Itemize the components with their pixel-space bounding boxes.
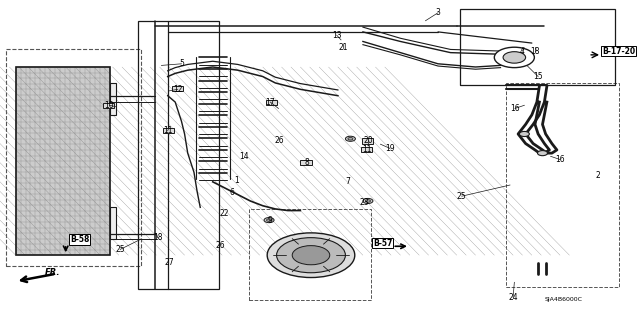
Text: 6: 6 — [229, 189, 234, 197]
Text: 4: 4 — [520, 47, 525, 56]
Text: 2: 2 — [595, 171, 600, 180]
Text: B-17-20: B-17-20 — [602, 47, 635, 56]
Text: B-57: B-57 — [373, 239, 392, 248]
Text: 18: 18 — [153, 233, 163, 242]
Circle shape — [365, 200, 371, 202]
Text: 27: 27 — [164, 258, 173, 267]
Text: 18: 18 — [531, 47, 540, 56]
Text: 10: 10 — [105, 101, 115, 110]
Text: 13: 13 — [332, 31, 342, 40]
Bar — [15, 67, 109, 255]
Bar — [6, 49, 141, 266]
Circle shape — [264, 218, 274, 223]
Text: 14: 14 — [239, 152, 249, 161]
Text: 19: 19 — [385, 144, 395, 153]
Circle shape — [519, 131, 529, 137]
Bar — [138, 21, 219, 289]
Bar — [102, 103, 114, 108]
Circle shape — [266, 219, 271, 221]
Circle shape — [292, 246, 330, 265]
Text: B-58: B-58 — [70, 235, 89, 244]
Bar — [460, 9, 615, 85]
Circle shape — [348, 137, 353, 140]
Text: 8: 8 — [304, 158, 309, 167]
Bar — [109, 83, 116, 115]
Text: 24: 24 — [508, 293, 518, 302]
Bar — [362, 138, 373, 144]
Text: 25: 25 — [457, 192, 467, 201]
Text: 17: 17 — [266, 98, 275, 107]
Bar — [249, 209, 371, 300]
Text: 16: 16 — [556, 155, 565, 164]
Text: 11: 11 — [362, 145, 372, 154]
Text: 25: 25 — [115, 245, 125, 254]
Text: 7: 7 — [345, 177, 349, 186]
Text: 1: 1 — [234, 176, 239, 185]
Text: 3: 3 — [436, 8, 440, 17]
Circle shape — [503, 52, 525, 63]
Bar — [163, 128, 174, 133]
Text: 11: 11 — [163, 126, 172, 135]
Text: 26: 26 — [216, 241, 225, 250]
Bar — [109, 207, 116, 239]
Bar — [15, 67, 109, 255]
Circle shape — [267, 233, 355, 278]
Text: 20: 20 — [363, 136, 372, 145]
Text: 9: 9 — [268, 216, 273, 225]
Circle shape — [276, 238, 346, 273]
Circle shape — [494, 47, 534, 68]
Text: 26: 26 — [275, 136, 285, 145]
Text: 22: 22 — [220, 209, 228, 218]
Text: 21: 21 — [338, 43, 348, 52]
Text: FR.: FR. — [45, 268, 61, 277]
Circle shape — [538, 151, 547, 156]
Circle shape — [363, 198, 373, 204]
Text: 5: 5 — [179, 59, 184, 68]
Circle shape — [346, 136, 355, 141]
Bar — [460, 9, 615, 85]
Text: 15: 15 — [533, 72, 543, 81]
Text: 12: 12 — [173, 85, 182, 94]
Bar — [506, 83, 620, 287]
Text: 23: 23 — [360, 198, 370, 207]
Text: SJA4B6000C: SJA4B6000C — [544, 297, 582, 302]
Bar — [266, 100, 277, 105]
Bar — [300, 160, 312, 165]
Text: 16: 16 — [510, 104, 520, 113]
Bar — [361, 147, 372, 152]
Bar — [172, 86, 183, 91]
